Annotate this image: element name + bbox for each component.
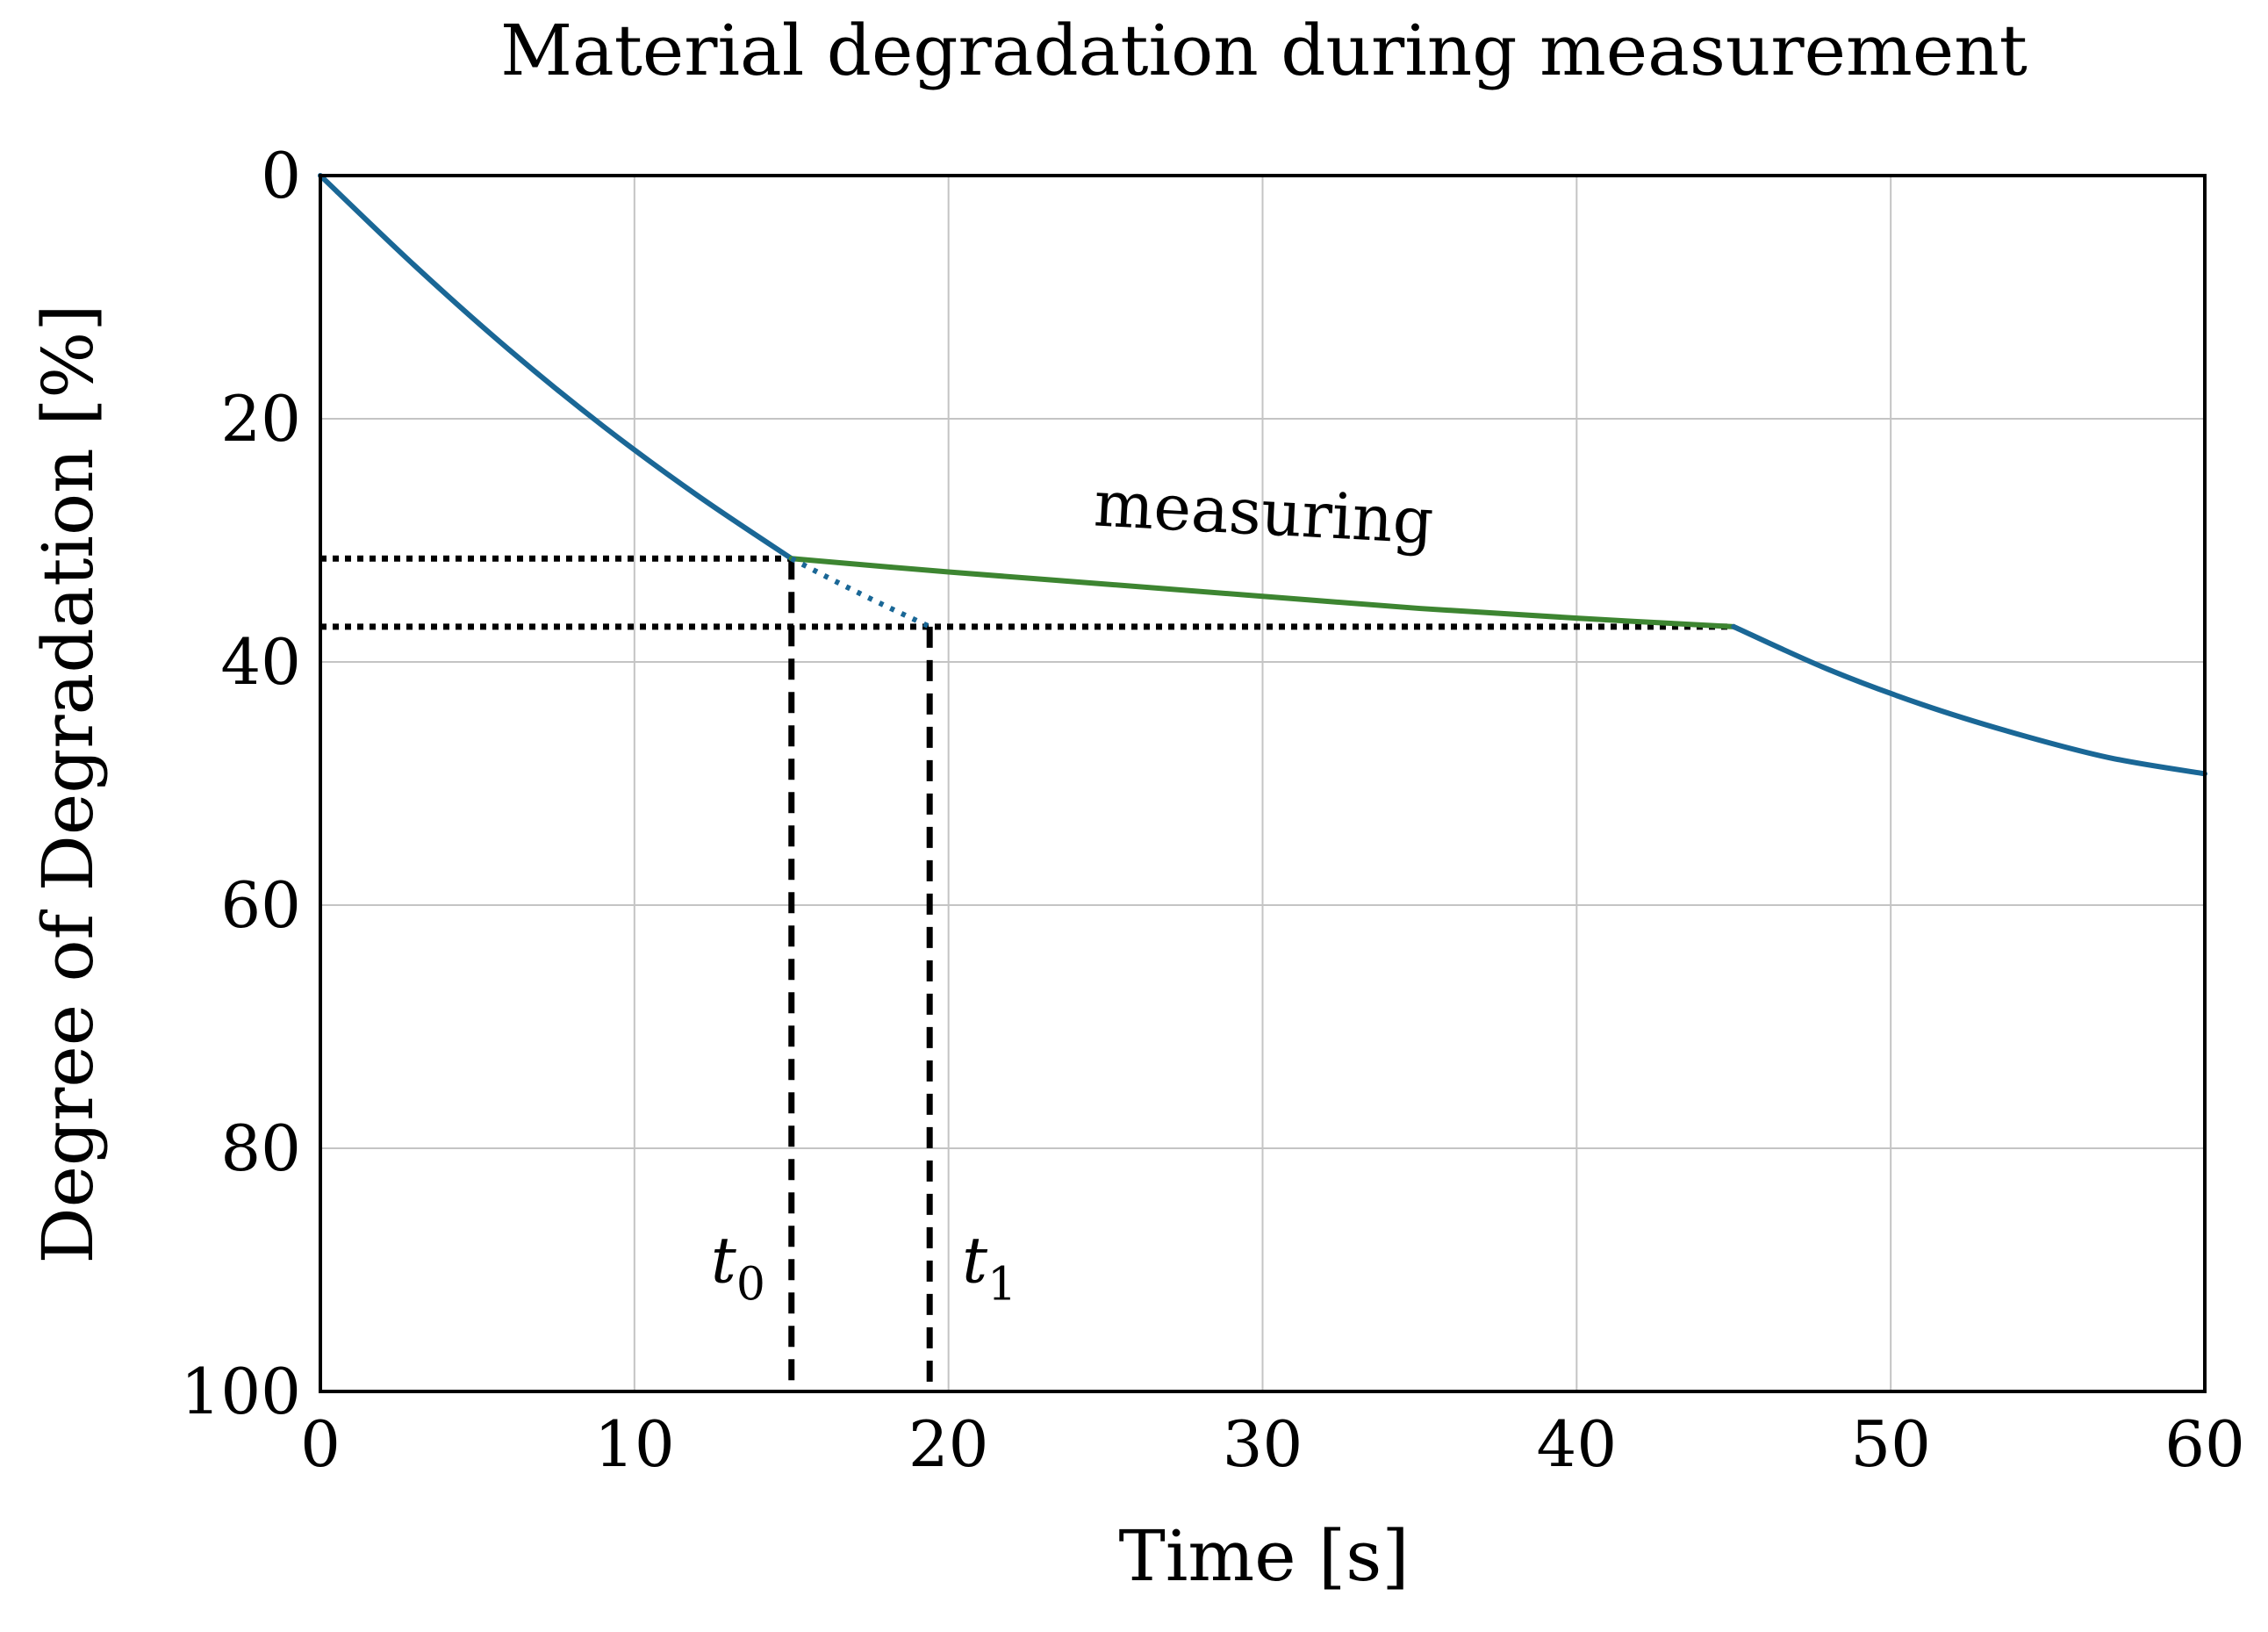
axis-ticks: 0 10 20 30 40 50 60 0 20 40 60 80 100 (181, 139, 2245, 1481)
plot-frame (319, 174, 2207, 1393)
x-tick-label-10: 10 (594, 1407, 675, 1481)
x-axis-label: Time [s] (1118, 1515, 1409, 1597)
t0-label: t0 (711, 1223, 765, 1311)
y-axis-label: Degree of Degradation [%] (27, 304, 109, 1263)
x-tick-label-50: 50 (1850, 1407, 1931, 1481)
y-tick-label-40: 40 (220, 625, 301, 699)
y-tick-label-60: 60 (220, 868, 301, 942)
y-tick-label-0: 0 (261, 139, 301, 212)
y-tick-label-100: 100 (181, 1355, 301, 1428)
series-group (318, 173, 2207, 777)
y-tick-label-80: 80 (220, 1111, 301, 1185)
x-tick-label-60: 60 (2164, 1407, 2245, 1481)
t1-label: t1 (962, 1223, 1016, 1311)
x-tick-label-0: 0 (300, 1407, 341, 1481)
series-line-1 (318, 173, 794, 562)
measuring-label: measuring (1092, 467, 1435, 558)
series-line-4 (1731, 623, 2207, 777)
chart-title: Material degradation during measurement (500, 10, 2028, 91)
x-tick-label-30: 30 (1223, 1407, 1303, 1481)
annotations: measuring t0 t1 (711, 467, 1435, 1312)
reference-lines (320, 555, 1734, 1391)
x-tick-label-40: 40 (1537, 1407, 1618, 1481)
y-tick-label-20: 20 (220, 382, 301, 456)
grid (319, 175, 2206, 1392)
series-line-2 (788, 556, 1737, 629)
x-tick-label-20: 20 (908, 1407, 989, 1481)
